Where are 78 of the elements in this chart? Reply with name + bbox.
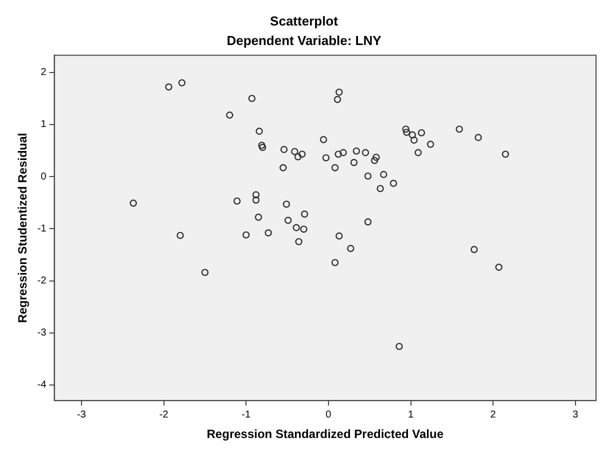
point	[347, 244, 354, 252]
point	[364, 172, 372, 180]
point	[233, 197, 241, 205]
point	[372, 154, 380, 161]
x-tick-label: 2	[490, 409, 496, 420]
point	[130, 200, 137, 207]
point	[456, 126, 463, 133]
point	[364, 218, 372, 226]
y-tick-label: 0	[40, 171, 47, 182]
point	[294, 153, 302, 160]
x-tick-label: 0	[326, 409, 332, 420]
point	[414, 149, 422, 156]
point	[300, 210, 308, 218]
point	[331, 164, 339, 172]
point	[408, 131, 416, 139]
point	[474, 134, 482, 142]
point	[350, 158, 358, 166]
point	[403, 128, 410, 136]
point	[280, 146, 288, 154]
point	[336, 88, 343, 96]
y-tick-label: -1	[37, 223, 47, 234]
point	[331, 258, 339, 266]
point	[340, 149, 347, 156]
x-tick-label: -2	[159, 409, 169, 420]
point	[252, 196, 260, 204]
point	[280, 164, 287, 172]
point	[282, 200, 290, 208]
y-tick-label: 1	[40, 119, 47, 130]
x-tick-label: 1	[408, 409, 414, 420]
point	[322, 154, 330, 162]
point	[254, 214, 262, 221]
point	[165, 83, 172, 91]
point	[178, 79, 186, 86]
point	[376, 184, 384, 192]
point	[176, 232, 184, 240]
point	[201, 268, 209, 276]
point	[284, 216, 292, 224]
y-tick-label: -4	[37, 380, 47, 391]
y-tick-label: -2	[37, 276, 47, 287]
y-tick-label: -3	[37, 328, 47, 339]
point	[418, 129, 426, 136]
point	[426, 140, 434, 148]
point	[502, 150, 510, 158]
point	[291, 148, 298, 156]
point	[410, 136, 418, 144]
point	[300, 226, 308, 233]
chart-subtitle: Dependent Variable: LNY	[226, 32, 382, 48]
point	[362, 149, 370, 156]
point	[258, 144, 266, 152]
chart-title: Scatterplot	[270, 13, 339, 28]
point	[226, 112, 234, 119]
point	[370, 156, 378, 164]
point	[258, 142, 266, 149]
point	[334, 150, 342, 158]
point	[336, 232, 343, 240]
point	[298, 150, 306, 158]
x-axis-title: Regression Standardized Predicted Value	[206, 427, 444, 442]
x-tick-label: 3	[572, 409, 579, 420]
point	[320, 136, 328, 144]
x-tick-label: -3	[77, 409, 86, 420]
point	[495, 264, 502, 271]
point	[252, 191, 260, 198]
y-axis-title: Regression Studentized Residual	[16, 132, 30, 323]
point	[380, 170, 388, 178]
point	[292, 224, 300, 232]
point	[248, 94, 256, 102]
point	[334, 96, 342, 104]
point	[470, 246, 478, 254]
point	[264, 229, 272, 236]
point	[396, 342, 403, 350]
point	[295, 238, 302, 246]
point	[352, 147, 360, 155]
x-tick-label: -1	[242, 409, 251, 420]
point	[256, 128, 263, 135]
point	[242, 231, 250, 239]
point	[402, 126, 410, 133]
y-tick-label: 2	[40, 67, 47, 78]
point	[390, 180, 398, 187]
